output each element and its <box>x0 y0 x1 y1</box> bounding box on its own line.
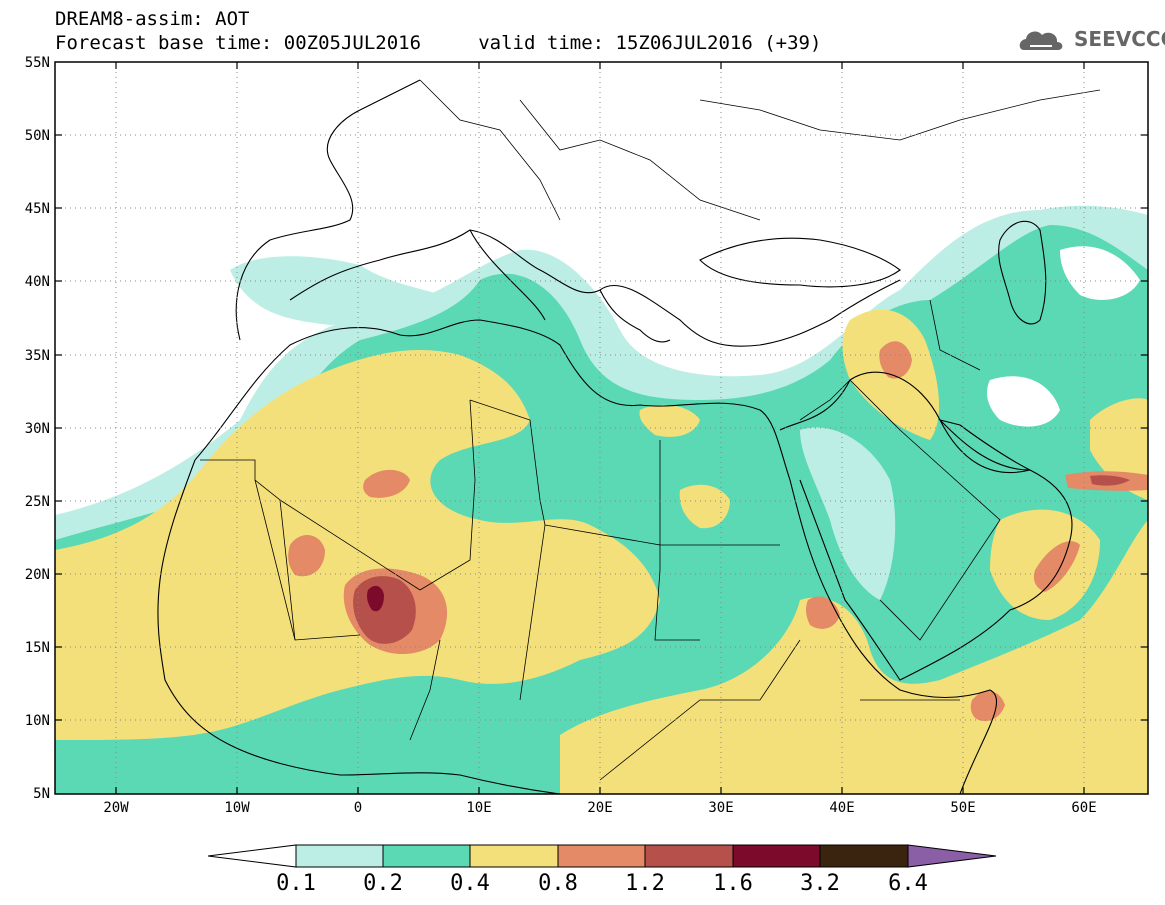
aot-clear-caspian <box>1060 246 1140 300</box>
colorbar-under-arrow <box>207 844 297 868</box>
colorbar-label: 3.2 <box>800 871 840 896</box>
colorbar-label: 1.6 <box>713 871 753 896</box>
lat-label-45n: 45N <box>24 201 50 217</box>
colorbar-label: 1.2 <box>625 871 665 896</box>
aot-orange-oman <box>1033 541 1080 592</box>
logo-text: SEEVCCC <box>1074 27 1165 51</box>
lat-label-50n: 50N <box>24 128 50 144</box>
lat-label-5n: 5N <box>33 786 50 802</box>
lat-label-40n: 40N <box>24 274 50 290</box>
lon-label-10e: 10E <box>466 800 492 816</box>
coastlines <box>157 79 1073 794</box>
aot-yellow-egypt <box>679 484 730 529</box>
title-forecast-times: Forecast base time: 00Z05JUL2016 valid t… <box>55 32 822 54</box>
colorbar-bin-0.2-0.4 <box>382 844 471 868</box>
aot-brown-pakistan <box>1090 475 1130 486</box>
colorbar-over-arrow <box>907 844 997 868</box>
colorbar-bin-0.4-0.8 <box>469 844 559 868</box>
colorbar-bin-0.8-1.2 <box>557 844 646 868</box>
lat-label-30n: 30N <box>24 421 50 437</box>
lon-label-0: 0 <box>353 800 363 816</box>
aot-light-band-west <box>230 256 460 325</box>
country-borders <box>200 79 1101 781</box>
lon-label-50e: 50E <box>950 800 976 816</box>
lat-label-20n: 20N <box>24 567 50 583</box>
aot-orange-iraq <box>879 341 912 379</box>
colorbar <box>207 844 997 868</box>
lon-label-20w: 20W <box>103 800 129 816</box>
lat-label-35n: 35N <box>24 348 50 364</box>
aot-yellow-sahara <box>55 350 660 740</box>
aot-clear-iran <box>987 376 1060 427</box>
aot-yellow-libya <box>639 404 700 437</box>
colorbar-bin-0.1-0.2 <box>295 844 384 868</box>
colorbar-bin-3.2-6.4 <box>819 844 909 868</box>
lon-label-20e: 20E <box>587 800 613 816</box>
lon-label-10w: 10W <box>224 800 250 816</box>
lat-label-25n: 25N <box>24 494 50 510</box>
aot-clear-arabia <box>800 427 896 600</box>
lat-label-15n: 15N <box>24 640 50 656</box>
lon-label-40e: 40E <box>829 800 855 816</box>
aot-orange-algeria <box>363 469 410 498</box>
colorbar-label: 6.4 <box>888 871 928 896</box>
lat-label-10n: 10N <box>24 713 50 729</box>
colorbar-label: 0.2 <box>363 871 403 896</box>
aot-yellow-horn <box>560 520 1148 794</box>
lat-label-55n: 55N <box>24 55 50 71</box>
aot-maroon-core <box>367 585 384 612</box>
colorbar-label: 0.4 <box>450 871 490 896</box>
colorbar-label: 0.1 <box>276 871 316 896</box>
aot-orange-mauritania <box>288 534 325 577</box>
grid-lines <box>55 62 1148 794</box>
axis-ticks <box>55 62 1148 794</box>
colorbar-label: 0.8 <box>538 871 578 896</box>
lon-label-30e: 30E <box>708 800 734 816</box>
colorbar-bin-1.2-1.6 <box>644 844 734 868</box>
colorbar-bin-1.6-3.2 <box>732 844 821 868</box>
cloud-logo-icon <box>1019 31 1063 50</box>
lon-label-60e: 60E <box>1071 800 1097 816</box>
aot-orange-ethiopia <box>805 596 840 629</box>
title-model-variable: DREAM8-assim: AOT <box>55 8 250 30</box>
